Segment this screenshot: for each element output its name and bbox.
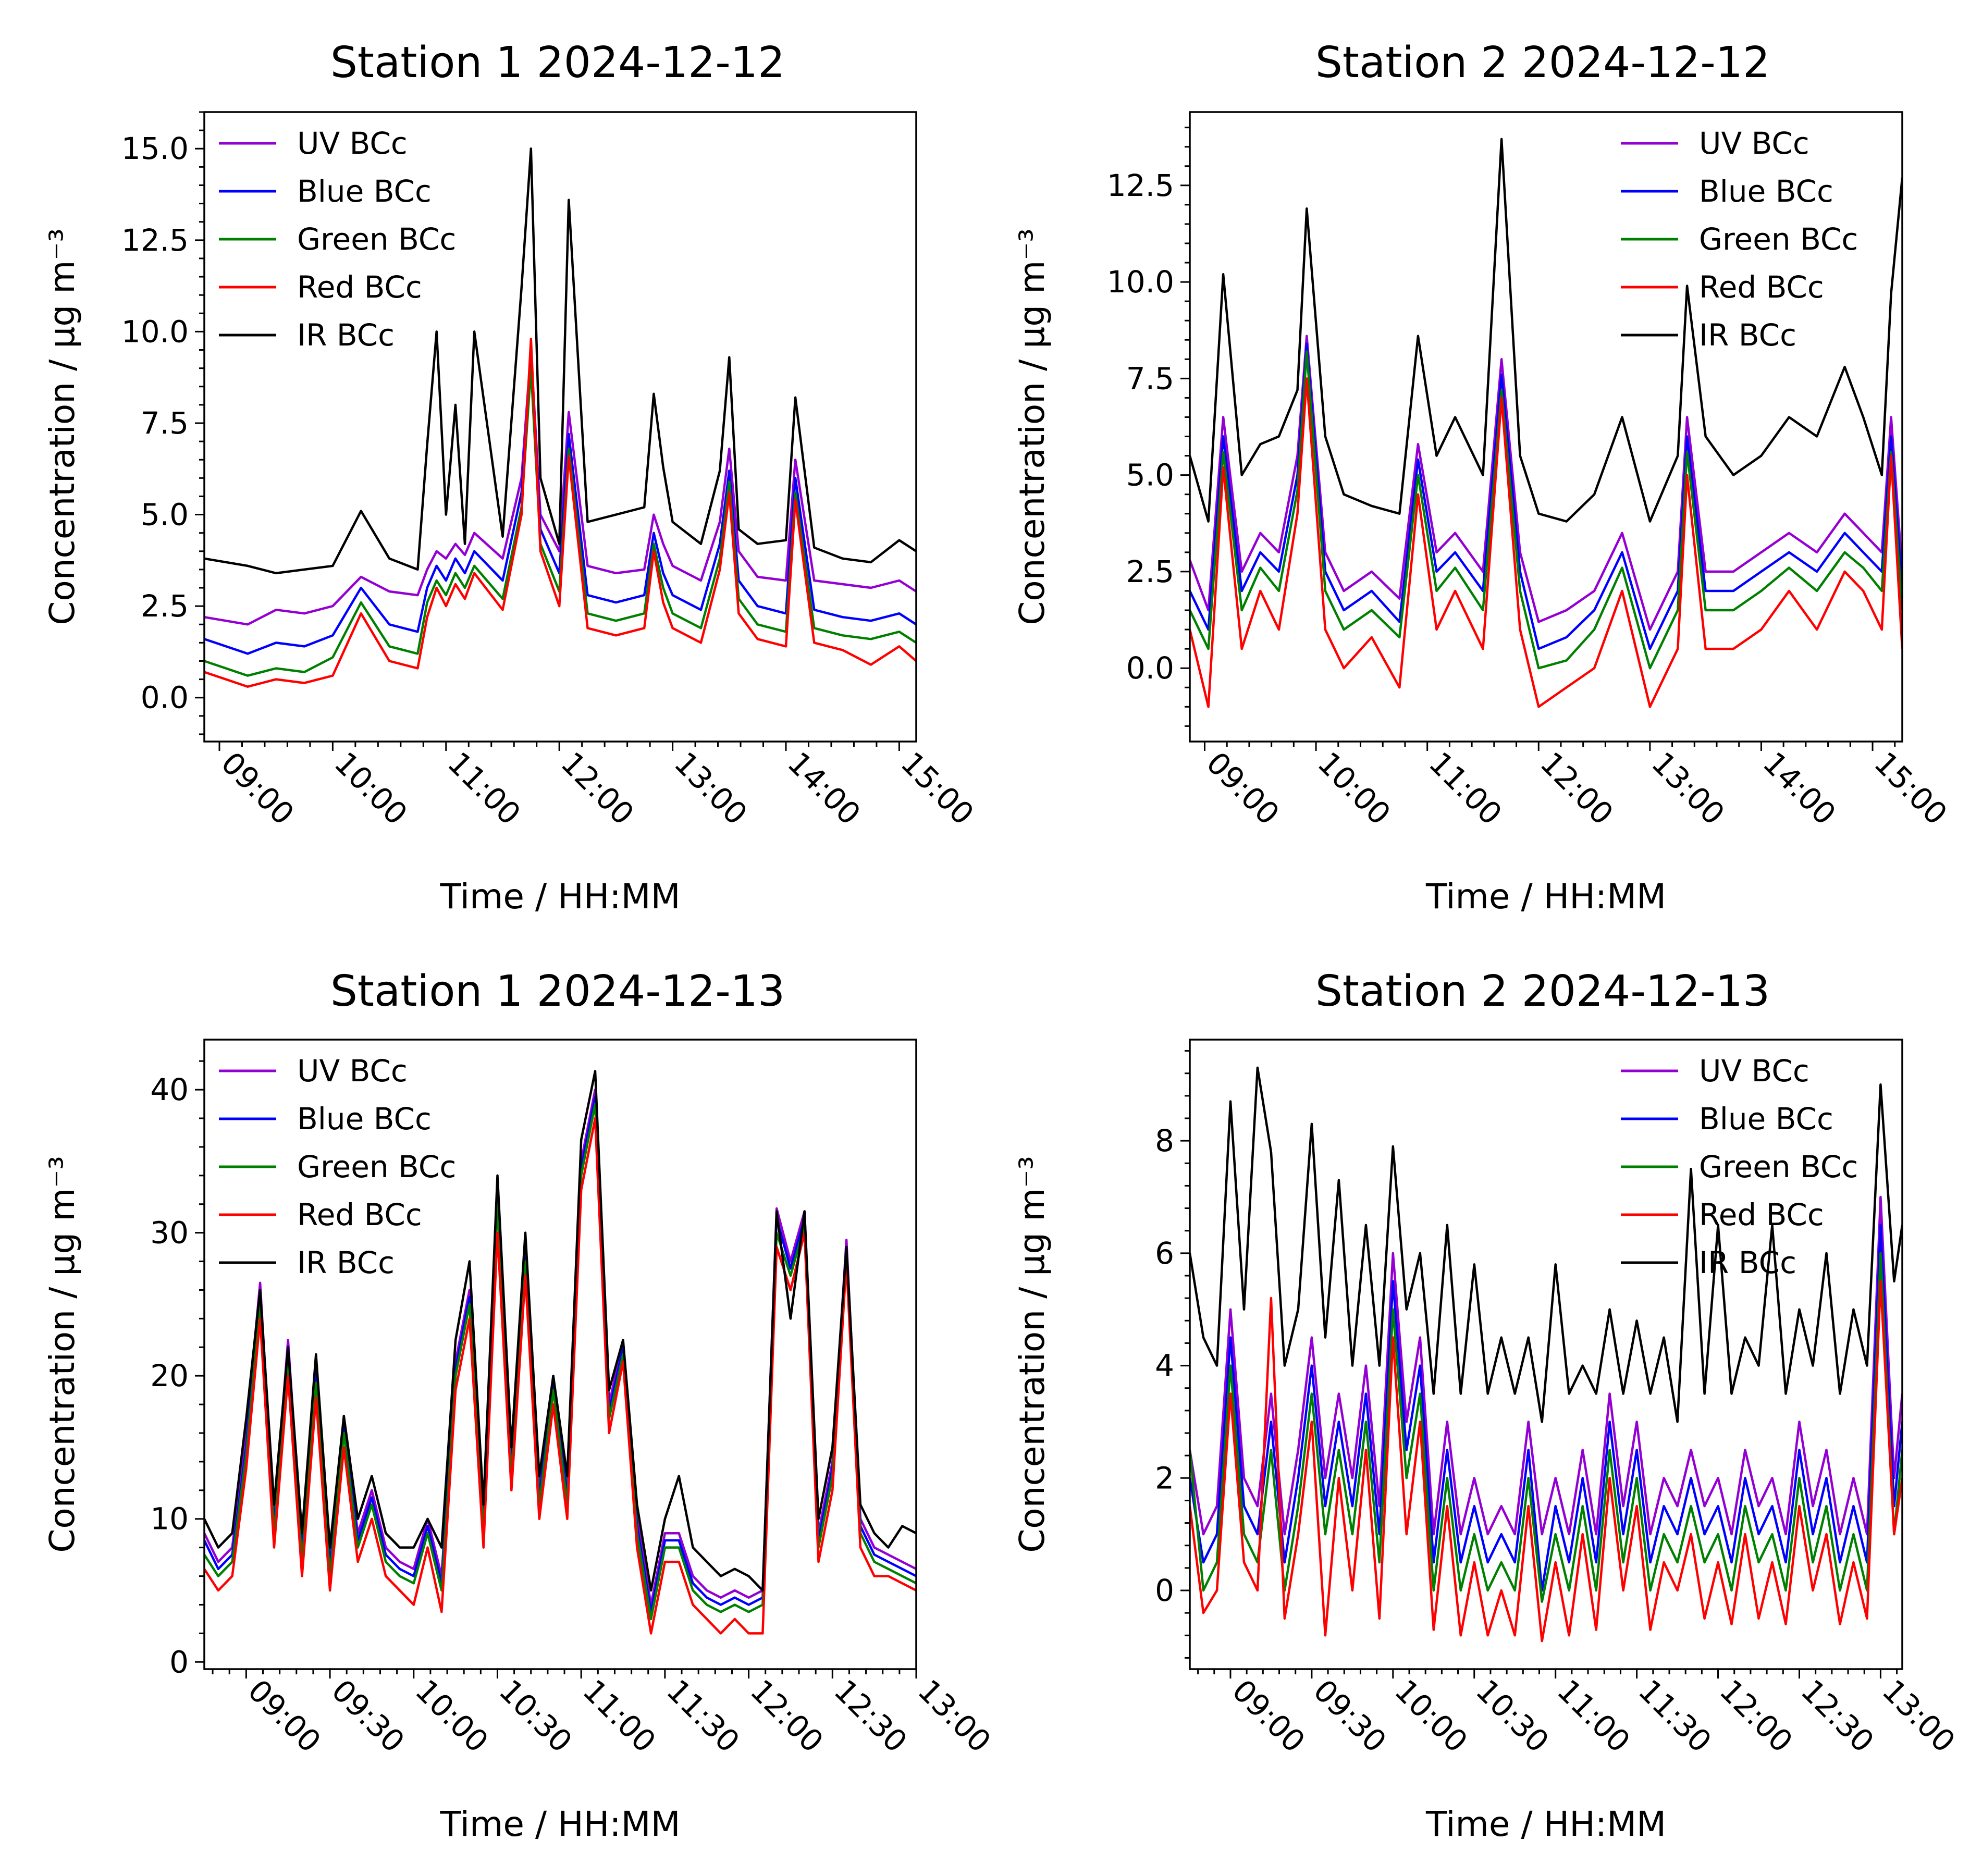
series-line-ir-bcc [1190, 138, 1902, 523]
series-line-ir-bcc [1190, 1066, 1902, 1423]
panel-title-1: Station 1 2024-12-12 [330, 38, 785, 88]
legend-label: Green BCc [297, 221, 456, 257]
panel-title-3: Station 1 2024-12-13 [330, 967, 785, 1016]
legend-label: UV BCc [297, 126, 408, 161]
series-line-green-bcc [1190, 350, 1902, 670]
series-line-red-bcc [204, 338, 916, 688]
y-tick-label: 10.0 [121, 314, 189, 349]
series-line-ir-bcc [204, 1070, 916, 1592]
axes-frame [203, 1039, 917, 1670]
axes-frame [1189, 111, 1903, 743]
legend-label: UV BCc [297, 1053, 408, 1089]
legend-label: Green BCc [1699, 221, 1858, 257]
legend-label: UV BCc [1699, 126, 1809, 161]
y-tick-label: 10.0 [1107, 264, 1174, 300]
y-tick-label: 0 [169, 1644, 189, 1680]
legend-label: Blue BCc [297, 174, 432, 209]
y-tick-label: 8 [1155, 1123, 1174, 1158]
panel-title-4: Station 2 2024-12-13 [1315, 967, 1770, 1016]
x-axis-label: Time / HH:MM [439, 1804, 680, 1844]
y-tick-label: 4 [1155, 1348, 1174, 1384]
legend: UV BCc Blue BCc Green BCc Red BCc IR BCc [219, 126, 456, 353]
axes-frame [203, 111, 917, 743]
series-line-uv-bcc [1190, 1195, 1902, 1536]
y-tick-label: 0.0 [1126, 650, 1174, 686]
x-axis-label: Time / HH:MM [1425, 877, 1666, 917]
y-tick-label: 15.0 [121, 131, 189, 166]
series-line-red-bcc [1190, 1280, 1902, 1643]
x-axis-label: Time / HH:MM [439, 877, 680, 917]
legend-label: IR BCc [297, 1245, 395, 1280]
y-tick-label: 20 [150, 1358, 189, 1393]
legend-label: UV BCc [1699, 1053, 1809, 1089]
series-line-blue-bcc [1190, 342, 1902, 650]
series-line-red-bcc [1190, 377, 1902, 708]
legend-label: IR BCc [1699, 317, 1796, 353]
y-tick-label: 7.5 [1126, 361, 1174, 396]
series-line-uv-bcc [204, 349, 916, 626]
legend-label: Green BCc [297, 1149, 456, 1184]
legend: UV BCc Blue BCc Green BCc Red BCc IR BCc [1621, 126, 1858, 353]
axes-frame [1189, 1039, 1903, 1670]
y-axis-label: Concentration / μg m⁻³ [1012, 228, 1052, 625]
y-tick-label: 6 [1155, 1236, 1174, 1271]
legend-label: Red BCc [1699, 1197, 1824, 1232]
series-line-uv-bcc [1190, 335, 1902, 631]
y-tick-label: 10 [150, 1501, 189, 1537]
y-tick-label: 2 [1155, 1460, 1174, 1496]
legend-label: Blue BCc [1699, 1101, 1833, 1137]
y-axis-label: Concentration / μg m⁻³ [42, 1156, 82, 1553]
y-tick-label: 2.5 [141, 588, 189, 624]
y-tick-label: 7.5 [141, 405, 189, 441]
y-tick-label: 40 [150, 1072, 189, 1107]
legend-label: Red BCc [1699, 269, 1824, 305]
legend-label: Blue BCc [297, 1101, 432, 1137]
y-axis-label: Concentration / μg m⁻³ [1012, 1156, 1052, 1553]
legend-label: Blue BCc [1699, 174, 1833, 209]
y-tick-label: 5.0 [141, 497, 189, 533]
series-line-blue-bcc [1190, 1224, 1902, 1592]
legend-label: Red BCc [297, 1197, 422, 1232]
legend: UV BCc Blue BCc Green BCc Red BCc IR BCc [219, 1053, 456, 1280]
y-tick-label: 0 [1155, 1573, 1174, 1608]
panel-title-2: Station 2 2024-12-12 [1315, 38, 1770, 88]
y-tick-label: 12.5 [1107, 168, 1174, 203]
series-line-ir-bcc [204, 147, 916, 575]
legend: UV BCc Blue BCc Green BCc Red BCc IR BCc [1621, 1053, 1858, 1280]
y-axis-label: Concentration / μg m⁻³ [42, 228, 82, 625]
y-tick-label: 30 [150, 1215, 189, 1251]
y-tick-label: 2.5 [1126, 554, 1174, 589]
y-tick-label: 5.0 [1126, 458, 1174, 493]
legend-label: IR BCc [1699, 1245, 1796, 1280]
legend-label: IR BCc [297, 317, 395, 353]
series-line-green-bcc [1190, 1252, 1902, 1603]
y-tick-label: 12.5 [121, 223, 189, 258]
x-axis-label: Time / HH:MM [1425, 1804, 1666, 1844]
legend-label: Red BCc [297, 269, 422, 305]
legend-label: Green BCc [1699, 1149, 1858, 1184]
y-tick-label: 0.0 [141, 680, 189, 715]
